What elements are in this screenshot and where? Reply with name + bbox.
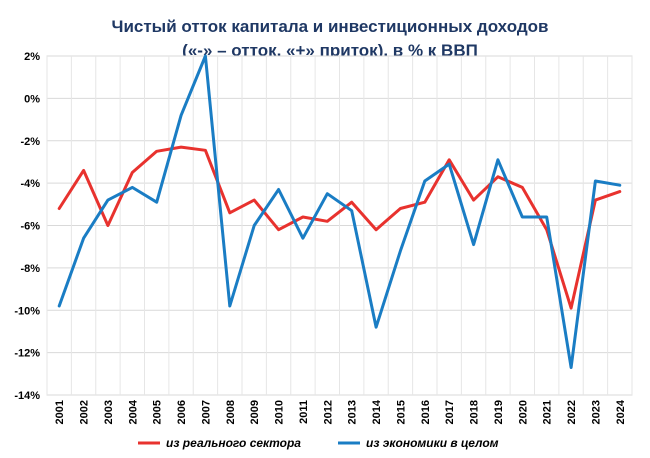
series-line-economy: [57, 54, 622, 369]
x-tick-label: 2004: [127, 399, 139, 424]
x-tick-label: 2009: [249, 400, 261, 424]
x-tick-label: 2015: [395, 400, 407, 424]
chart-title: Чистый отток капитала и инвестиционных д…: [112, 17, 549, 36]
x-tick-label: 2011: [298, 400, 310, 424]
x-tick-label: 2003: [103, 400, 115, 424]
x-tick-label: 2010: [274, 400, 286, 424]
x-tick-label: 2005: [152, 400, 164, 424]
y-tick-label: -12%: [14, 348, 40, 360]
y-tick-label: -2%: [20, 136, 40, 148]
x-tick-label: 2008: [225, 400, 237, 424]
x-tick-label: 2024: [615, 399, 627, 424]
x-tick-label: 2016: [420, 400, 432, 424]
y-tick-label: -14%: [14, 390, 40, 402]
y-tick-label: 2%: [24, 51, 40, 63]
y-tick-label: 0%: [24, 93, 40, 105]
x-tick-label: 2007: [200, 400, 212, 424]
x-axis: 2001 2002 2003 2004 2005 2006 2007 2008 2009 2010…: [54, 399, 627, 424]
chart-subtitle: («-» – отток, «+» приток), в % к ВВП: [182, 41, 478, 60]
x-tick-label: 2022: [566, 400, 578, 424]
x-tick-label: 2018: [469, 400, 481, 424]
series-lines: [57, 54, 622, 369]
x-tick-label: 2012: [322, 400, 334, 424]
x-tick-label: 2019: [493, 400, 505, 424]
gridlines: [46, 55, 633, 396]
x-tick-label: 2002: [79, 400, 91, 424]
x-tick-label: 2014: [371, 399, 383, 424]
x-tick-label: 2021: [542, 400, 554, 424]
x-tick-label: 2017: [444, 400, 456, 424]
legend-label-economy: из экономики в целом: [366, 436, 499, 450]
legend: из реального сектора из экономики в цело…: [138, 436, 499, 450]
y-tick-label: -6%: [20, 221, 40, 233]
y-tick-label: -8%: [20, 263, 40, 275]
x-tick-label: 2013: [347, 400, 359, 424]
x-tick-label: 2001: [54, 400, 66, 424]
x-tick-label: 2020: [517, 400, 529, 424]
y-tick-label: -10%: [14, 305, 40, 317]
series-line-real-sector: [57, 145, 622, 310]
legend-label-real-sector: из реального сектора: [166, 436, 301, 450]
y-axis: 2% 0% -2% -4% -6% -8% -10% -12% -14%: [14, 51, 40, 402]
x-tick-label: 2006: [176, 400, 188, 424]
x-tick-label: 2023: [590, 400, 602, 424]
y-tick-label: -4%: [20, 178, 40, 190]
